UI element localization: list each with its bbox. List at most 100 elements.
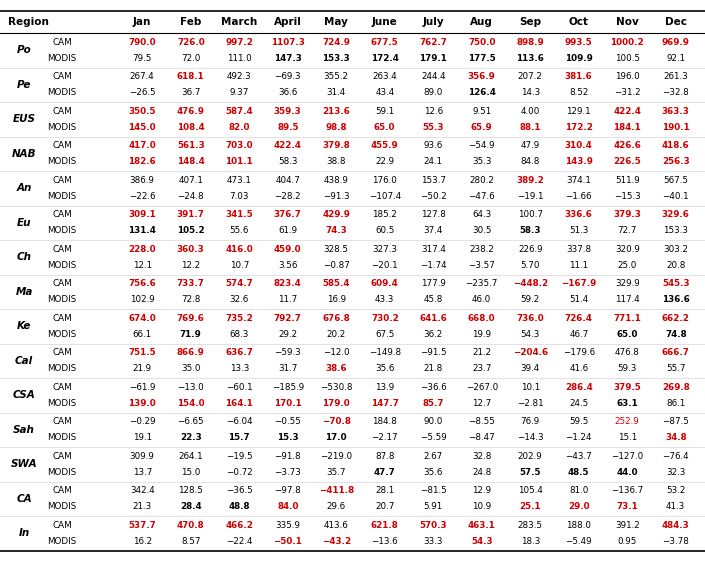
Text: 386.9: 386.9 <box>130 176 154 185</box>
Text: Ch: Ch <box>16 252 32 263</box>
Text: 750.0: 750.0 <box>468 38 496 47</box>
Text: 25.1: 25.1 <box>520 502 541 511</box>
Text: 41.6: 41.6 <box>569 364 588 373</box>
Text: 33.3: 33.3 <box>424 537 443 546</box>
Text: 29.0: 29.0 <box>568 502 589 511</box>
Text: −40.1: −40.1 <box>663 192 689 200</box>
Text: −50.2: −50.2 <box>420 192 447 200</box>
Text: 100.7: 100.7 <box>517 210 543 219</box>
Text: 0.95: 0.95 <box>618 537 637 546</box>
Text: 164.1: 164.1 <box>226 398 253 408</box>
Text: Cal: Cal <box>15 356 33 366</box>
Text: 381.6: 381.6 <box>565 72 593 81</box>
Text: −22.4: −22.4 <box>226 537 252 546</box>
Text: MODIS: MODIS <box>47 192 77 200</box>
Text: −15.3: −15.3 <box>614 192 641 200</box>
Text: −235.7: −235.7 <box>465 280 498 288</box>
Text: 47.9: 47.9 <box>520 141 540 151</box>
Text: 182.6: 182.6 <box>128 157 156 166</box>
Text: 60.5: 60.5 <box>375 226 394 235</box>
Text: March: March <box>221 17 257 27</box>
Text: 407.1: 407.1 <box>178 176 203 185</box>
Text: 12.9: 12.9 <box>472 486 491 495</box>
Text: 790.0: 790.0 <box>128 38 156 47</box>
Text: 48.8: 48.8 <box>228 502 250 511</box>
Text: 35.3: 35.3 <box>472 157 491 166</box>
Text: 59.1: 59.1 <box>375 107 394 116</box>
Text: 337.8: 337.8 <box>566 245 591 254</box>
Text: MODIS: MODIS <box>47 157 77 166</box>
Text: Ma: Ma <box>16 287 32 297</box>
Text: 65.9: 65.9 <box>471 122 493 132</box>
Text: 336.6: 336.6 <box>565 210 593 219</box>
Text: 342.4: 342.4 <box>130 486 154 495</box>
Text: 177.5: 177.5 <box>468 54 496 63</box>
Text: 63.1: 63.1 <box>616 398 638 408</box>
Text: 36.6: 36.6 <box>278 88 298 97</box>
Text: MODIS: MODIS <box>47 122 77 132</box>
Text: −2.81: −2.81 <box>517 398 544 408</box>
Text: MODIS: MODIS <box>47 398 77 408</box>
Text: NAB: NAB <box>12 149 36 159</box>
Text: 303.2: 303.2 <box>663 245 688 254</box>
Text: 90.0: 90.0 <box>424 417 443 427</box>
Text: 82.0: 82.0 <box>228 122 250 132</box>
Text: CAM: CAM <box>52 521 72 530</box>
Text: 466.2: 466.2 <box>226 521 253 530</box>
Text: 422.4: 422.4 <box>274 141 302 151</box>
Text: 735.2: 735.2 <box>226 314 253 323</box>
Text: 84.0: 84.0 <box>277 502 298 511</box>
Text: 44.0: 44.0 <box>616 468 638 476</box>
Text: Jan: Jan <box>133 17 152 27</box>
Text: July: July <box>422 17 444 27</box>
Text: 85.7: 85.7 <box>422 398 444 408</box>
Text: June: June <box>372 17 398 27</box>
Text: 185.2: 185.2 <box>372 210 397 219</box>
Text: 10.1: 10.1 <box>520 383 540 392</box>
Text: 24.8: 24.8 <box>472 468 491 476</box>
Text: 59.5: 59.5 <box>569 417 589 427</box>
Text: Sep: Sep <box>519 17 541 27</box>
Text: 102.9: 102.9 <box>130 295 154 304</box>
Text: 89.0: 89.0 <box>424 88 443 97</box>
Text: 2.67: 2.67 <box>424 452 443 461</box>
Text: 92.1: 92.1 <box>666 54 685 63</box>
Text: 391.7: 391.7 <box>177 210 204 219</box>
Text: 1107.3: 1107.3 <box>271 38 305 47</box>
Text: 53.2: 53.2 <box>666 486 685 495</box>
Text: CAM: CAM <box>52 383 72 392</box>
Text: 126.4: 126.4 <box>468 88 496 97</box>
Text: 561.3: 561.3 <box>177 141 204 151</box>
Text: 74.3: 74.3 <box>326 226 347 235</box>
Text: 676.8: 676.8 <box>322 314 350 323</box>
Text: 733.7: 733.7 <box>177 280 204 288</box>
Text: 32.8: 32.8 <box>472 452 491 461</box>
Text: −14.3: −14.3 <box>517 433 544 442</box>
Text: 228.0: 228.0 <box>128 245 156 254</box>
Text: −60.1: −60.1 <box>226 383 252 392</box>
Text: Po: Po <box>17 45 32 55</box>
Text: CAM: CAM <box>52 176 72 185</box>
Text: 54.3: 54.3 <box>471 537 493 546</box>
Text: 356.9: 356.9 <box>468 72 496 81</box>
Text: −6.04: −6.04 <box>226 417 252 427</box>
Text: 20.2: 20.2 <box>326 330 346 339</box>
Text: 143.9: 143.9 <box>565 157 593 166</box>
Text: 418.6: 418.6 <box>662 141 689 151</box>
Text: 79.5: 79.5 <box>133 54 152 63</box>
Text: CAM: CAM <box>52 38 72 47</box>
Text: 389.2: 389.2 <box>516 176 544 185</box>
Text: 511.9: 511.9 <box>615 176 639 185</box>
Text: 252.9: 252.9 <box>615 417 639 427</box>
Text: MODIS: MODIS <box>47 502 77 511</box>
Text: 320.9: 320.9 <box>615 245 639 254</box>
Text: 3.56: 3.56 <box>278 261 298 270</box>
Text: 261.3: 261.3 <box>663 72 688 81</box>
Text: 379.5: 379.5 <box>613 383 641 392</box>
Text: 72.7: 72.7 <box>618 226 637 235</box>
Text: 256.3: 256.3 <box>662 157 689 166</box>
Text: 416.0: 416.0 <box>226 245 253 254</box>
Text: −43.2: −43.2 <box>321 537 351 546</box>
Text: 492.3: 492.3 <box>227 72 252 81</box>
Text: −91.8: −91.8 <box>274 452 301 461</box>
